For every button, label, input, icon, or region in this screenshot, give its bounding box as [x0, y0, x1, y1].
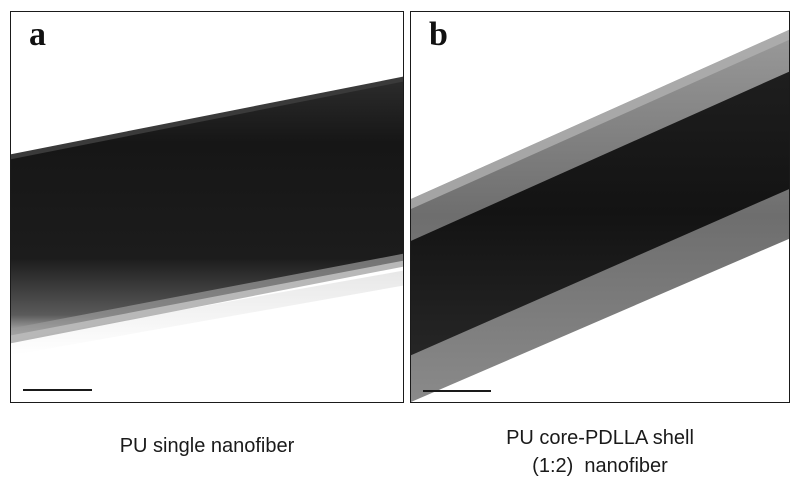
panel-label-a: a [29, 16, 46, 53]
caption-a: PU single nanofiber [119, 435, 295, 457]
micrograph-panel-a: a [10, 11, 404, 403]
pu-core-pdlla-shell-nanofiber-image [411, 12, 789, 402]
caption-b: PU core-PDLLA shell (1:2) nanofiber [410, 424, 790, 480]
scale-bar-b [423, 390, 491, 392]
panel-label-b: b [429, 16, 448, 53]
caption-b-line2: (1:2) nanofiber [532, 455, 668, 477]
pu-single-nanofiber-image [11, 12, 403, 402]
caption-b-line1: PU core-PDLLA shell [506, 427, 694, 449]
micrograph-panel-b: b [410, 11, 790, 403]
scale-bar-a [23, 389, 92, 391]
